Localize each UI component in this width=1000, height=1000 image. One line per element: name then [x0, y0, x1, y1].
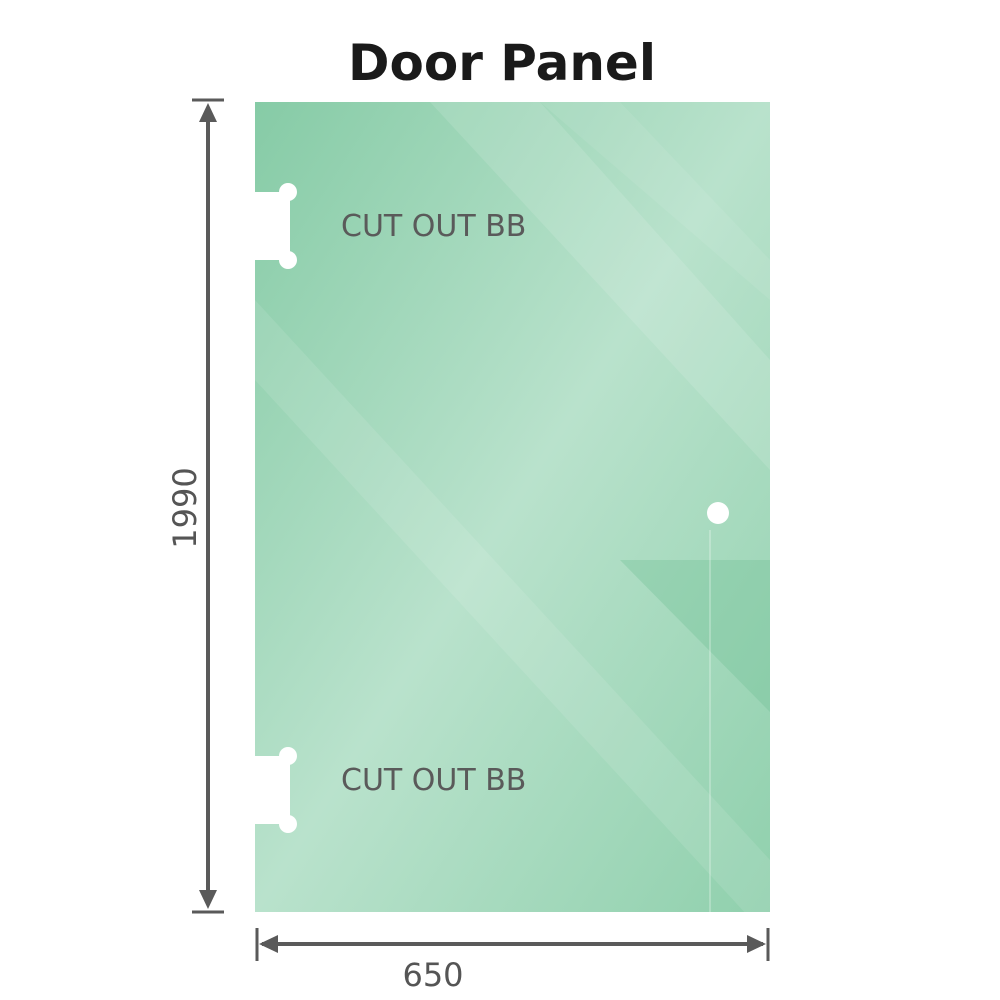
width-dimension-line — [255, 928, 770, 961]
height-dimension-line — [192, 98, 224, 914]
width-dimension-label: 650 — [402, 956, 463, 994]
glass-panel — [255, 102, 770, 940]
diagram-title: Door Panel — [348, 34, 656, 92]
cutout-label-bottom: CUT OUT BB — [341, 763, 526, 798]
cutout-bottom — [250, 747, 297, 833]
handle-hole — [707, 502, 729, 524]
cutout-top — [250, 183, 297, 269]
height-dimension-label: 1990 — [166, 467, 204, 548]
cutout-label-top: CUT OUT BB — [341, 209, 526, 244]
